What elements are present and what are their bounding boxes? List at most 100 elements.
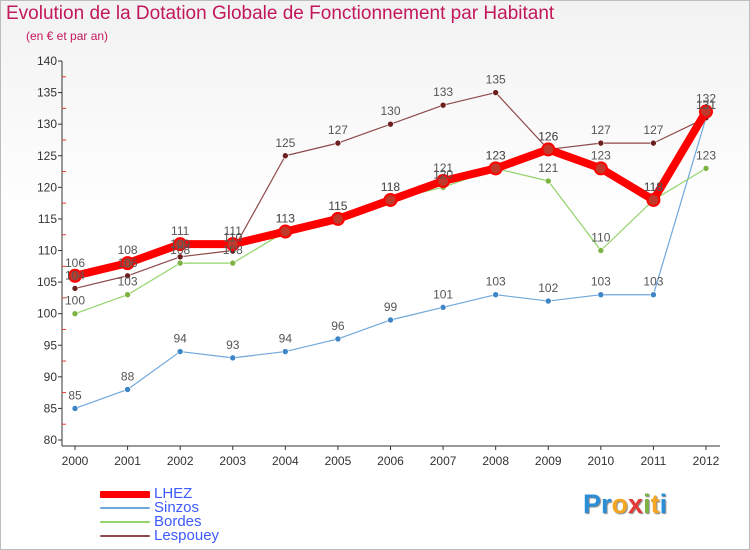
- data-label-lespouey: 126: [538, 129, 558, 143]
- data-point-lhez: [68, 268, 82, 283]
- data-label-lhez: 118: [644, 180, 663, 194]
- data-point-sinzos: [650, 291, 657, 299]
- data-point-sinzos: [124, 386, 131, 393]
- data-label-lhez: 123: [486, 148, 506, 162]
- data-label-lespouey: 127: [328, 123, 348, 137]
- logo-letter: t: [650, 489, 660, 519]
- y-tick-label: 140: [37, 54, 57, 68]
- y-tick-label: 120: [37, 180, 57, 194]
- x-tick-label: 2004: [272, 454, 299, 468]
- data-point-bordes: [229, 259, 237, 267]
- chart-title: Evolution de la Dotation Globale de Fonc…: [6, 3, 555, 24]
- y-tick-label: 80: [44, 433, 58, 447]
- data-point-lespouey: [597, 139, 605, 147]
- legend-label: Lespouey: [154, 527, 220, 544]
- data-label-bordes: 118: [381, 180, 400, 194]
- y-tick-label: 95: [44, 338, 58, 352]
- x-tick-label: 2010: [587, 454, 614, 468]
- data-label-lhez: 113: [276, 212, 295, 226]
- data-label-sinzos: 103: [486, 275, 506, 289]
- data-point-sinzos: [229, 354, 237, 362]
- data-point-lhez: [541, 142, 556, 157]
- data-label-sinzos: 88: [121, 369, 135, 383]
- data-label-lespouey: 104: [65, 268, 85, 282]
- data-point-sinzos: [492, 291, 499, 299]
- legend-label: Sinzos: [154, 499, 200, 516]
- data-point-lhez: [593, 161, 608, 176]
- data-label-sinzos: 103: [591, 275, 611, 289]
- data-point-sinzos: [544, 297, 552, 305]
- y-tick-label: 115: [38, 212, 57, 226]
- data-point-lespouey: [282, 152, 289, 160]
- y-tick-label: 135: [37, 86, 57, 100]
- data-label-lespouey: 135: [486, 73, 506, 87]
- data-point-lespouey: [176, 253, 184, 261]
- data-label-lhez: 108: [118, 243, 138, 257]
- y-tick-label: 105: [37, 275, 57, 289]
- data-point-bordes: [176, 259, 184, 267]
- data-label-lespouey: 110: [223, 231, 242, 245]
- y-tick-label: 85: [44, 401, 58, 415]
- data-point-lhez: [120, 256, 135, 271]
- x-tick-label: 2007: [430, 454, 457, 468]
- legend-label: LHEZ: [154, 485, 193, 502]
- data-label-bordes: 108: [223, 243, 243, 257]
- data-point-lespouey: [124, 272, 131, 280]
- data-point-lhez: [225, 237, 240, 252]
- data-label-bordes: 121: [538, 161, 558, 175]
- data-label-sinzos: 103: [643, 275, 663, 289]
- x-tick-label: 2001: [114, 454, 141, 468]
- data-label-lhez: 106: [65, 256, 85, 270]
- data-label-bordes: 123: [486, 148, 506, 162]
- legend-label: Bordes: [154, 513, 202, 530]
- data-label-sinzos: 102: [538, 281, 558, 295]
- x-tick-label: 2009: [535, 454, 562, 468]
- x-tick-label: 2002: [167, 454, 194, 468]
- data-label-lespouey: 131: [696, 98, 716, 112]
- data-label-sinzos: 131: [696, 98, 716, 112]
- legend-swatch: [100, 521, 150, 523]
- data-point-lhez: [383, 192, 398, 207]
- data-label-bordes: 118: [644, 180, 663, 194]
- logo-letter: i: [659, 489, 668, 519]
- y-tick-label: 130: [37, 117, 57, 131]
- y-tick-label: 125: [37, 149, 57, 163]
- data-label-sinzos: 99: [384, 300, 398, 314]
- data-point-sinzos: [387, 316, 394, 324]
- data-label-lhez: 118: [381, 180, 400, 194]
- data-label-lespouey: 133: [433, 85, 453, 99]
- data-point-lespouey: [650, 139, 657, 147]
- chart-subtitle: (en € et par an): [26, 29, 109, 43]
- data-label-sinzos: 94: [173, 332, 187, 346]
- x-tick-label: 2003: [219, 454, 246, 468]
- data-label-sinzos: 85: [68, 388, 82, 402]
- x-tick-label: 2008: [482, 454, 509, 468]
- series-line-sinzos: [74, 117, 707, 409]
- data-label-lespouey: 127: [591, 123, 611, 137]
- data-label-lhez: 126: [538, 129, 558, 143]
- series-layer: [68, 89, 713, 412]
- data-point-lespouey: [334, 139, 342, 147]
- proxiti-logo: Proxiti: [583, 489, 667, 520]
- data-point-bordes: [124, 291, 131, 299]
- data-point-lhez: [330, 211, 345, 226]
- data-label-layer: 85 88 94 93 94 96 99 101 103 102 103 103 131 100 103 10…: [65, 73, 716, 403]
- data-label-lespouey: 109: [170, 237, 190, 251]
- data-point-lespouey: [387, 120, 394, 128]
- data-label-bordes: 123: [696, 148, 716, 162]
- data-point-bordes: [71, 310, 79, 317]
- legend-swatch: [100, 535, 150, 537]
- data-label-lhez: 115: [328, 199, 347, 213]
- logo-letter: x: [628, 489, 644, 519]
- data-label-lhez: 111: [171, 224, 190, 238]
- data-point-lespouey: [439, 101, 447, 109]
- logo-letter: P: [583, 489, 602, 519]
- data-point-lhez: [646, 192, 661, 207]
- y-tick-label: 110: [38, 244, 57, 258]
- data-label-bordes: 108: [170, 243, 190, 257]
- data-point-sinzos: [439, 304, 447, 311]
- data-label-lhez: 132: [696, 92, 716, 106]
- data-label-sinzos: 101: [433, 287, 453, 301]
- data-point-lhez: [488, 161, 503, 176]
